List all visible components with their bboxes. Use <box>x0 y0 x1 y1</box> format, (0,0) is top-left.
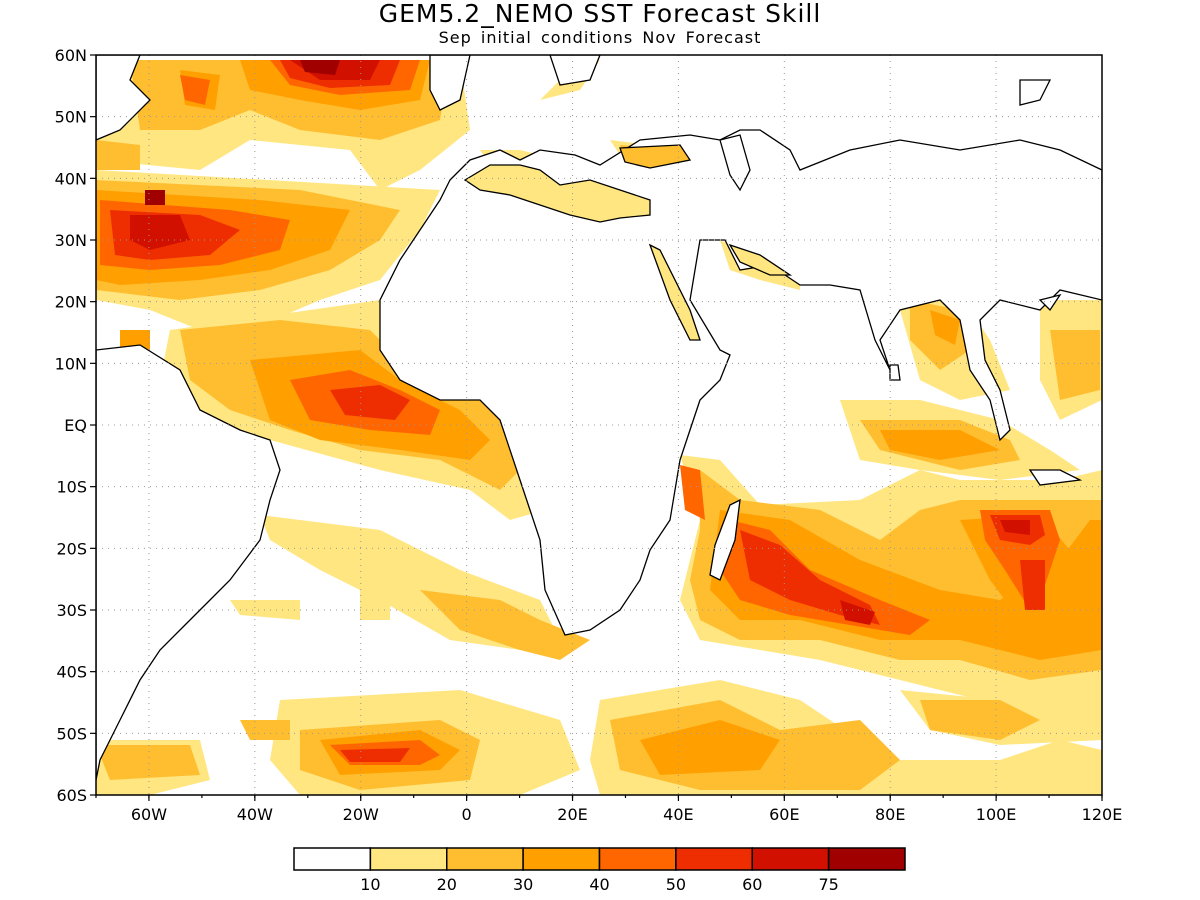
colorbar-swatch <box>446 847 524 871</box>
colorbar-swatch <box>675 847 753 871</box>
latitude-labels: 60N 50N 40N 30N 20N 10N EQ 10S 20S 30S 40S 50S 60S <box>55 46 87 805</box>
colorbar-label: 30 <box>513 875 533 894</box>
map-subtitle: Sep initial conditions Nov Forecast <box>438 28 762 47</box>
lat-label: 20N <box>55 293 87 312</box>
colorbar-label: 10 <box>360 875 380 894</box>
lat-label: 60N <box>55 46 87 65</box>
colorbar-swatch <box>598 847 677 871</box>
colorbar-swatch <box>827 847 906 871</box>
colorbar-swatch <box>522 847 601 871</box>
lat-label: 10S <box>56 478 87 497</box>
lon-label: 100E <box>976 805 1017 824</box>
lat-label: 50N <box>55 108 87 127</box>
lat-label: 10N <box>55 354 87 373</box>
colorbar-label: 75 <box>818 875 838 894</box>
lat-label: 20S <box>56 539 87 558</box>
lon-label: 60W <box>131 805 167 824</box>
lon-label: 20W <box>343 805 379 824</box>
lon-label: 40E <box>663 805 693 824</box>
coastlines <box>96 55 1102 781</box>
lat-label: 40N <box>55 169 87 188</box>
colorbar: 10 20 30 40 50 60 75 <box>293 847 906 894</box>
colorbar-swatch <box>293 847 372 871</box>
lat-label: EQ <box>64 416 87 435</box>
lon-label: 80E <box>875 805 905 824</box>
colorbar-label: 60 <box>742 875 762 894</box>
lat-label: 30N <box>55 231 87 250</box>
colorbar-swatch <box>751 847 830 871</box>
lon-label: 60E <box>769 805 799 824</box>
colorbar-swatch <box>369 847 448 871</box>
colorbar-label: 40 <box>589 875 609 894</box>
colorbar-label: 50 <box>666 875 686 894</box>
lat-label: 30S <box>56 601 87 620</box>
lat-label: 40S <box>56 663 87 682</box>
colorbar-label: 20 <box>437 875 457 894</box>
lon-label: 20E <box>557 805 587 824</box>
map-title: GEM5.2_NEMO SST Forecast Skill <box>378 0 822 28</box>
lon-label: 120E <box>1082 805 1123 824</box>
longitude-labels: 60W 40W 20W 0 20E 40E 60E 80E 100E 120E <box>131 805 1122 824</box>
lat-label: 50S <box>56 724 87 743</box>
axis-ticks <box>90 54 1103 801</box>
lon-label: 0 <box>462 805 472 824</box>
lon-label: 40W <box>237 805 273 824</box>
lat-label: 60S <box>56 786 87 805</box>
